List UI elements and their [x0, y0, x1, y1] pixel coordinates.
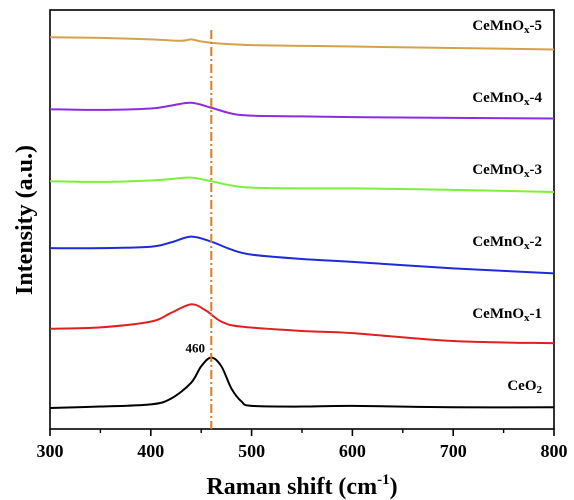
- x-tick-label: 300: [37, 441, 64, 461]
- axis-ticks: 300 400 500 600 700 800: [37, 429, 568, 461]
- peak-annotation: 460: [186, 341, 206, 356]
- series-label-cemnox-4: CeMnOx-4: [472, 90, 542, 108]
- x-axis-title: Raman shift (cm-1): [206, 472, 397, 500]
- x-tick-label: 400: [137, 441, 164, 461]
- series-label-cemnox-3: CeMnOx-3: [472, 162, 542, 180]
- x-tick-label: 700: [440, 441, 467, 461]
- x-tick-label: 500: [238, 441, 265, 461]
- x-tick-label: 600: [339, 441, 366, 461]
- y-axis-title: Intensity (a.u.): [12, 145, 38, 295]
- series-line-cemnox-3: [49, 176, 555, 193]
- series-line-cemnox-2: [49, 235, 555, 275]
- series-labels: CeMnOx-5 CeMnOx-4 CeMnOx-3 CeMnOx-2 CeMnOx-1…: [472, 18, 542, 396]
- plot-frame: [49, 9, 555, 430]
- series-label-cemnox-1: CeMnOx-1: [472, 306, 542, 324]
- series-label-ceo2: CeO2: [507, 378, 542, 396]
- series-line-ceo2: [49, 356, 555, 409]
- series-line-cemnox-1: [49, 303, 555, 345]
- series-label-cemnox-5: CeMnOx-5: [472, 18, 542, 36]
- series-label-cemnox-2: CeMnOx-2: [472, 234, 542, 252]
- x-tick-label: 800: [541, 441, 568, 461]
- series-layer: [49, 36, 555, 409]
- series-line-cemnox-4: [49, 101, 555, 120]
- series-line-cemnox-5: [49, 36, 555, 51]
